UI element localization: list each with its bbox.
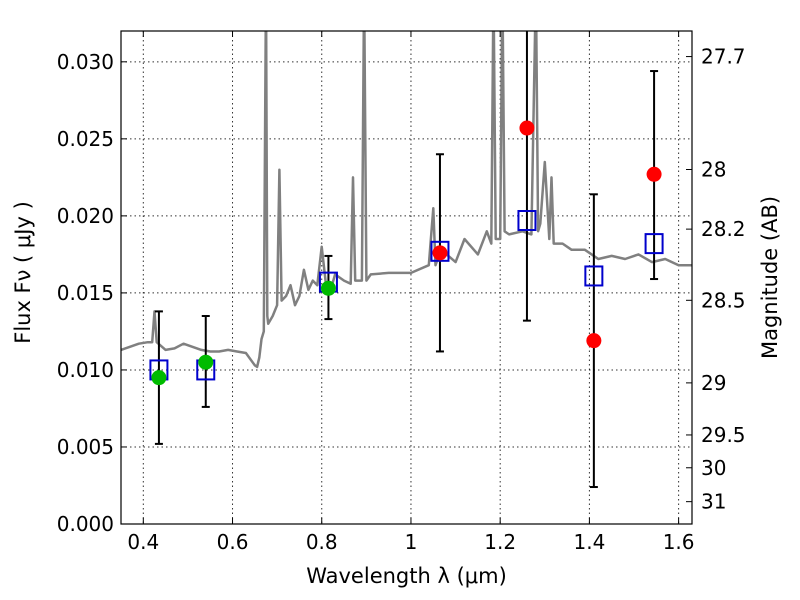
model-point bbox=[517, 209, 537, 231]
right-tick-label: 29.5 bbox=[701, 423, 746, 447]
observed-point bbox=[151, 370, 167, 386]
observed-point bbox=[198, 354, 214, 370]
plot-area bbox=[121, 31, 692, 489]
right-axis-label: Magnitude (AB) bbox=[758, 196, 782, 359]
x-tick-label: 0.8 bbox=[306, 530, 338, 554]
right-tick-label: 28.2 bbox=[701, 217, 746, 241]
axes: 0.4 0.6 0.8 1 1.2 1.4 1.6 0.000 0.005 0.010 0.015 0… bbox=[57, 31, 746, 554]
y-tick-label: 0.020 bbox=[57, 204, 114, 228]
right-tick-label: 27.7 bbox=[701, 45, 746, 69]
x-axis-label: Wavelength λ (μm) bbox=[306, 564, 507, 588]
y-tick-label: 0.030 bbox=[57, 50, 114, 74]
error-bar bbox=[522, 31, 531, 322]
model-point bbox=[430, 240, 450, 262]
y-tick-label: 0.010 bbox=[57, 358, 114, 382]
y-tick-label: 0.015 bbox=[57, 281, 114, 305]
right-tick-label: 28 bbox=[701, 158, 726, 182]
x-tick-label: 0.4 bbox=[127, 530, 159, 554]
y-tick-label: 0.025 bbox=[57, 127, 114, 151]
y-axis-label: Flux Fν ( μJy ) bbox=[11, 201, 35, 344]
observed-point bbox=[519, 120, 535, 136]
observed-point bbox=[586, 333, 602, 349]
x-tick-label: 1.2 bbox=[484, 530, 516, 554]
x-tick-label: 1.4 bbox=[573, 530, 605, 554]
right-tick-label: 28.5 bbox=[701, 288, 746, 312]
x-tick-label: 1 bbox=[405, 530, 418, 554]
spectrum-line bbox=[121, 31, 692, 369]
right-tick-label: 31 bbox=[701, 490, 726, 514]
plot-frame bbox=[120, 30, 693, 525]
observed-point bbox=[646, 166, 662, 182]
right-tick-label: 29 bbox=[701, 371, 726, 395]
y-tick-label: 0.005 bbox=[57, 435, 114, 459]
observed-point bbox=[320, 280, 336, 296]
y-tick-label: 0.000 bbox=[57, 512, 114, 536]
grid bbox=[121, 31, 692, 524]
right-tick-label: 30 bbox=[701, 456, 726, 480]
model-point bbox=[644, 233, 664, 255]
x-tick-label: 1.6 bbox=[663, 530, 695, 554]
x-tick-label: 0.6 bbox=[217, 530, 249, 554]
observed-point bbox=[432, 245, 448, 261]
model-point bbox=[584, 265, 604, 287]
